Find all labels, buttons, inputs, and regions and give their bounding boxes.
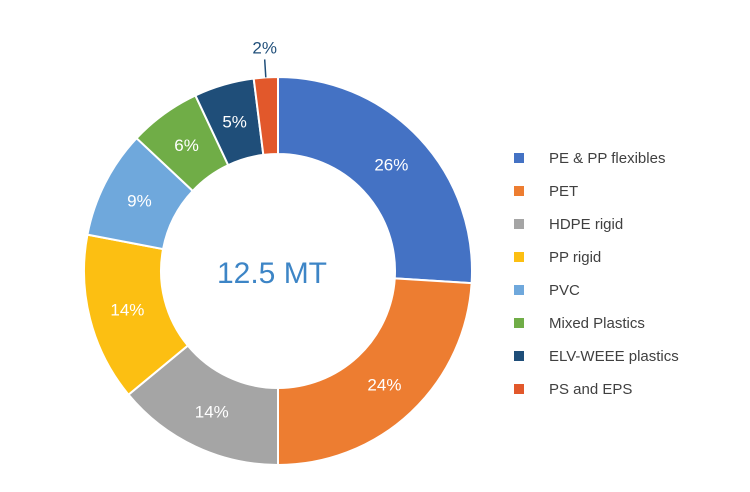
slice-value-label: 5%	[222, 113, 247, 132]
legend-label-elv-weee-plastics: ELV-WEEE plastics	[549, 348, 679, 365]
legend-label-pvc: PVC	[549, 282, 580, 299]
legend: PE & PP flexibles PET HDPE rigid PP rigid PV…	[514, 150, 679, 398]
slice-pe-pp-flexibles	[277, 75, 473, 285]
slice-value-label: 14%	[195, 403, 229, 422]
legend-label-pp-rigid: PP rigid	[549, 249, 601, 266]
legend-label-ps-and-eps: PS and EPS	[549, 381, 632, 398]
legend-swatch-ps-and-eps	[514, 384, 524, 394]
slice-value-label: 14%	[110, 301, 144, 320]
legend-label-pet: PET	[549, 183, 578, 200]
legend-swatch-elv-weee-plastics	[514, 351, 524, 361]
legend-swatch-hdpe-rigid	[514, 219, 524, 229]
legend-swatch-pe-pp-flexibles	[514, 153, 524, 163]
slice-value-label: 24%	[367, 375, 401, 394]
legend-label-hdpe-rigid: HDPE rigid	[549, 216, 623, 233]
legend-label-mixed-plastics: Mixed Plastics	[549, 315, 645, 332]
leader-line	[263, 59, 267, 78]
legend-swatch-pvc	[514, 285, 524, 295]
slice-ps-and-eps	[252, 75, 279, 157]
legend-swatch-pet	[514, 186, 524, 196]
slice-pet	[277, 277, 473, 467]
slice-value-label: 6%	[174, 136, 199, 155]
slice-labels: 26% 24% 14% 14% 9% 6% 5% 2%	[110, 38, 408, 421]
legend-label-pe-pp-flexibles: PE & PP flexibles	[549, 150, 665, 167]
legend-swatch-mixed-plastics	[514, 318, 524, 328]
center-total-label: 12.5 MT	[217, 257, 327, 290]
legend-swatch-pp-rigid	[514, 252, 524, 262]
slice-value-label: 26%	[374, 156, 408, 175]
slice-value-label: 2%	[252, 38, 277, 57]
slice-value-label: 9%	[127, 191, 152, 210]
donut-slices	[83, 75, 473, 467]
